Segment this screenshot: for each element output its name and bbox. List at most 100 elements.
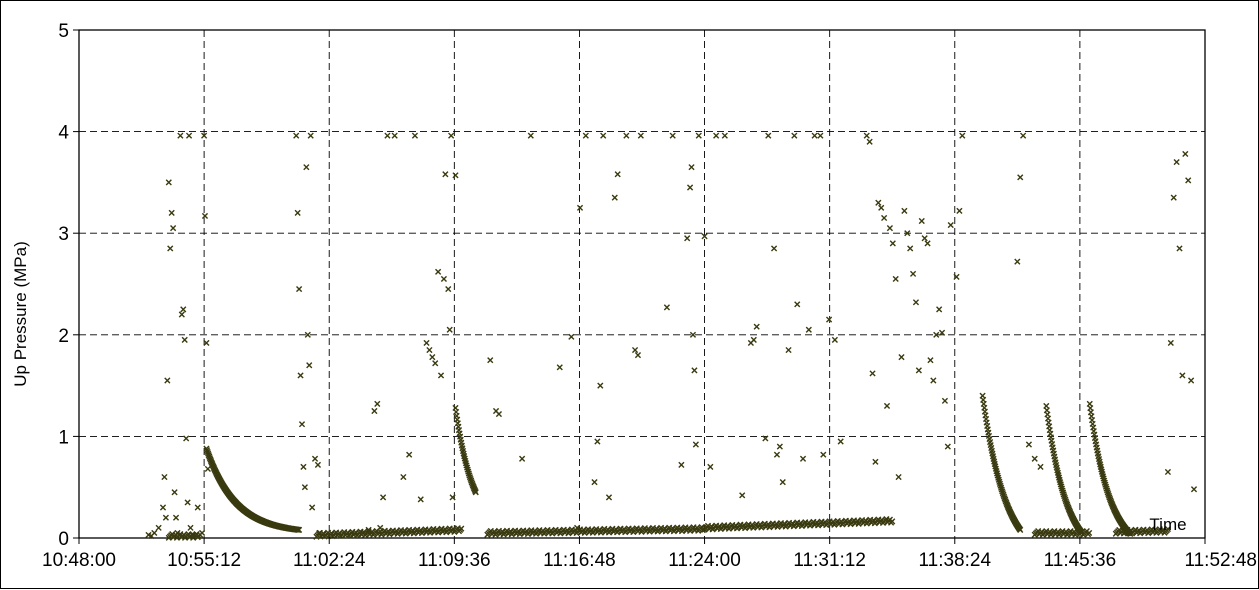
data-point [576,204,584,211]
data-point [898,354,905,361]
data-point [487,357,494,364]
data-point [293,132,300,139]
data-point [171,489,178,496]
data-point [303,164,310,171]
data-point [791,132,798,139]
data-point [1176,245,1183,252]
data-point [203,339,210,347]
data-point [953,273,960,280]
data-point [611,194,618,201]
x-tick-label: 11:09:36 [418,550,491,571]
data-point [753,323,760,330]
data-point [161,473,168,481]
data-point [294,209,301,216]
y-tick-label: 4 [58,123,69,144]
x-tick-label: 11:02:24 [293,550,366,571]
data-point [384,132,391,139]
data-point [915,367,922,374]
data-point [172,514,180,521]
data-point [1164,525,1172,533]
data-point [820,451,827,458]
x-tick-label: 11:45:36 [1044,550,1117,571]
data-point [298,421,306,428]
x-tick-label: 11:52:48 [1184,550,1257,571]
data-point [1017,526,1024,533]
data-point [556,364,563,371]
data-point [689,331,697,338]
data-point [1105,490,1112,498]
data-point [707,463,714,470]
x-tick-label: 11:38:24 [918,550,991,571]
data-point [739,492,746,499]
data-point [180,306,187,313]
grid-lines [79,30,1205,538]
data-point [1182,150,1189,158]
data-point [449,494,456,501]
data-point [631,346,639,354]
data-point [1031,455,1038,462]
data-point [591,479,598,486]
data-point [924,240,931,247]
data-point [678,461,685,468]
data-point [663,304,671,311]
data-point [701,233,708,240]
data-point [1061,494,1068,502]
data-point [1060,491,1067,498]
data-point [201,212,209,220]
data-point [907,245,914,252]
data-point [177,132,184,139]
data-point [151,529,158,537]
data-point [878,204,885,211]
data-point [779,479,786,486]
data-point [1000,491,1007,498]
data-point [203,445,210,452]
data-point [432,360,439,367]
y-tick-label: 2 [58,326,69,347]
data-point [825,316,833,323]
data-point [1017,174,1024,181]
data-point [805,326,812,333]
data-point [201,132,208,139]
data-point [159,504,167,511]
data-point [1170,194,1177,201]
data-point [1179,372,1186,379]
data-point [1061,493,1068,500]
data-point [452,172,459,179]
data-point [194,504,201,511]
data-point [411,132,419,139]
data-point [869,370,876,377]
data-point [837,438,844,445]
data-point [912,299,920,306]
data-point [426,346,433,354]
data-point [458,525,465,532]
data-point [785,346,792,354]
data-point [886,225,893,232]
data-point [429,354,436,361]
data-point [446,326,453,333]
x-tick-label: 11:24:00 [668,550,741,571]
data-point [307,132,314,139]
data-point [466,474,474,481]
data-point [691,367,698,374]
data-point [417,496,424,503]
data-point [883,402,891,410]
x-tick-label: 10:55:12 [167,550,241,571]
data-point [204,465,211,473]
data-point [765,132,772,139]
x-tick-label: 11:31:12 [793,550,866,571]
data-point [185,132,193,139]
data-point [881,214,888,222]
data-point [909,270,917,277]
data-point [1025,441,1033,448]
data-point [170,225,177,232]
data-point [956,207,963,214]
data-point [776,443,783,450]
data-point [921,235,928,242]
x-tick-label: 10:48:00 [42,550,116,571]
data-point [187,524,194,531]
y-tick-label: 1 [58,427,69,448]
data-point [721,132,728,139]
data-point [309,504,316,511]
data-point [164,377,171,384]
